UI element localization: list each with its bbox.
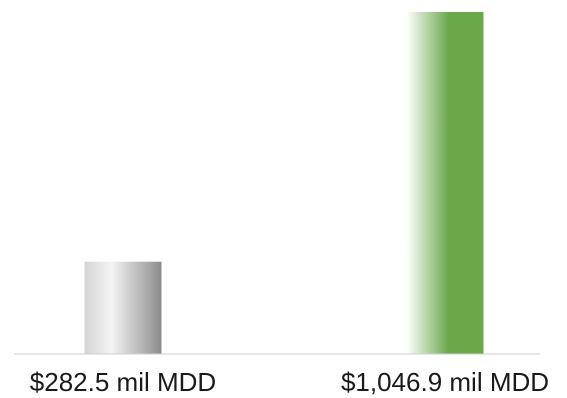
bars-group (84, 12, 484, 354)
category-labels-group: $282.5 mil MDD $1,046.9 mil MDD (30, 367, 549, 397)
category-label-1: $282.5 mil MDD (30, 367, 216, 397)
bar-1 (84, 261, 162, 354)
bar-2 (406, 12, 484, 354)
category-label-2: $1,046.9 mil MDD (341, 367, 549, 397)
